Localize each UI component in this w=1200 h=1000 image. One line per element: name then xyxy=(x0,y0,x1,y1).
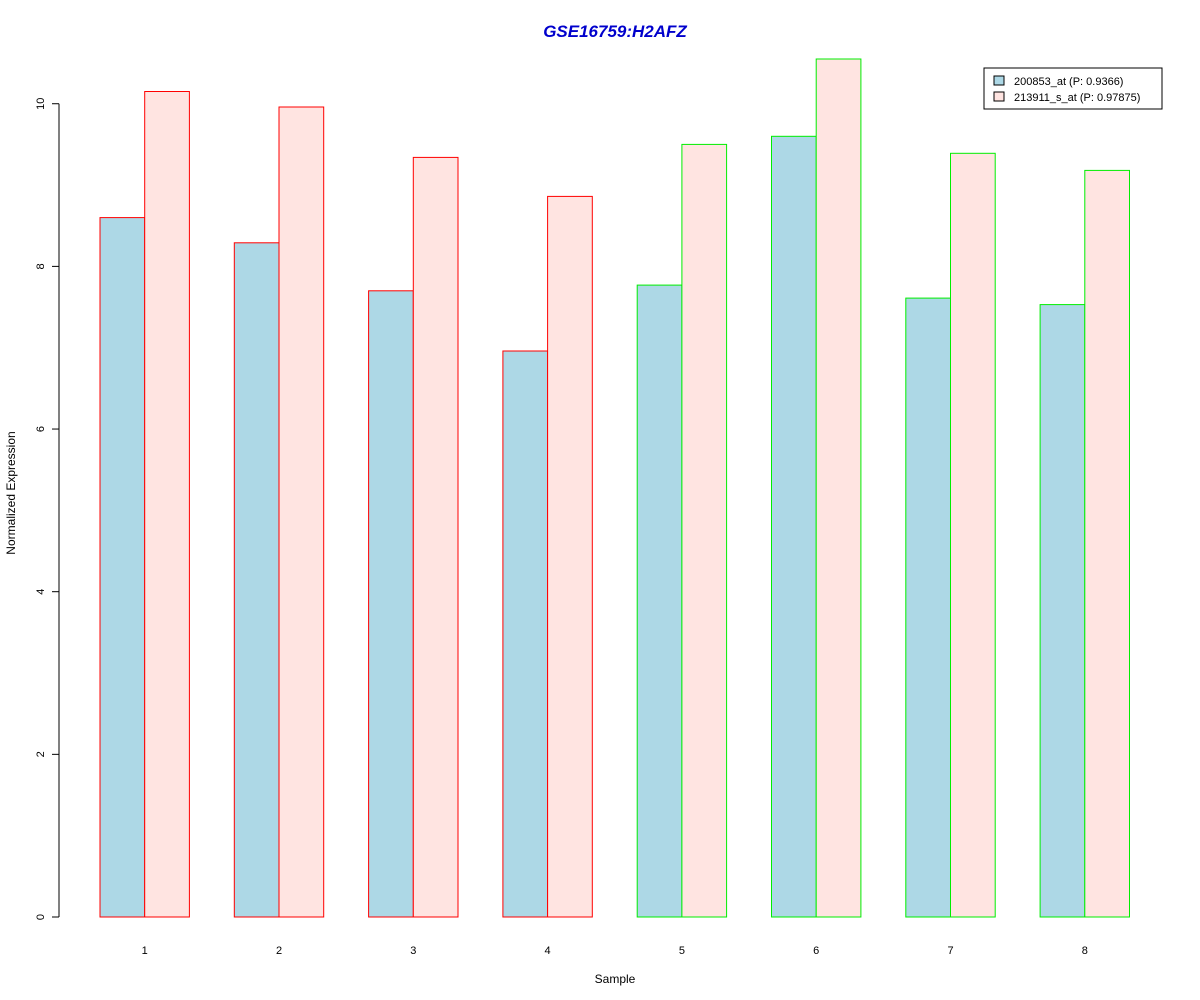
legend-box xyxy=(983,67,1163,110)
legend-entry: 213911_s_at (P: 0.97875) xyxy=(1014,92,1140,104)
y-tick-label: 6 xyxy=(35,426,47,432)
y-tick-label: 2 xyxy=(35,751,47,757)
x-tick-label: 4 xyxy=(545,945,551,957)
y-tick-label: 4 xyxy=(35,589,47,595)
legend-entry: 200853_at (P: 0.9366) xyxy=(1014,76,1123,88)
y-tick-label: 8 xyxy=(35,263,47,269)
bar-sample-8-series-2 xyxy=(1084,169,1131,918)
y-tick-label: 0 xyxy=(35,914,47,920)
bar-sample-5-series-2 xyxy=(681,143,728,918)
legend-swatch xyxy=(993,91,1005,102)
bar-sample-1-series-2 xyxy=(144,91,190,918)
y-tick-label: 10 xyxy=(35,98,47,110)
bar-sample-4-series-2 xyxy=(547,195,593,918)
bar-sample-1-series-1 xyxy=(99,217,146,918)
x-tick-label: 1 xyxy=(142,945,148,957)
x-axis-tick-labels: 1 2 3 4 5 6 7 8 xyxy=(142,945,1088,957)
bar-sample-4-series-1 xyxy=(502,350,549,918)
x-tick-label: 6 xyxy=(813,945,819,957)
y-axis: 0 2 4 6 8 10 xyxy=(35,98,60,920)
bar-sample-2-series-1 xyxy=(233,242,280,918)
bar-sample-3-series-1 xyxy=(368,290,414,918)
legend: 200853_at (P: 0.9366) 213911_s_at (P: 0.9… xyxy=(983,67,1163,110)
bar-sample-8-series-1 xyxy=(1039,304,1086,918)
x-tick-label: 5 xyxy=(679,945,685,957)
x-tick-label: 8 xyxy=(1082,945,1088,957)
chart-title: GSE16759:H2AFZ xyxy=(543,22,687,41)
x-tick-label: 3 xyxy=(410,945,416,957)
bar-sample-3-series-2 xyxy=(412,156,459,918)
bar-sample-5-series-1 xyxy=(636,284,683,918)
bars-layer xyxy=(99,58,1131,918)
legend-swatch xyxy=(993,75,1005,86)
bar-sample-2-series-2 xyxy=(278,106,325,918)
x-axis-label: Sample xyxy=(595,972,636,986)
bar-sample-6-series-1 xyxy=(771,135,817,918)
bar-sample-7-series-2 xyxy=(950,152,996,918)
x-tick-label: 7 xyxy=(947,945,953,957)
bar-sample-6-series-2 xyxy=(815,58,862,918)
bar-sample-7-series-1 xyxy=(905,297,951,918)
x-tick-label: 2 xyxy=(276,945,282,957)
y-axis-label: Normalized Expression xyxy=(4,431,18,554)
